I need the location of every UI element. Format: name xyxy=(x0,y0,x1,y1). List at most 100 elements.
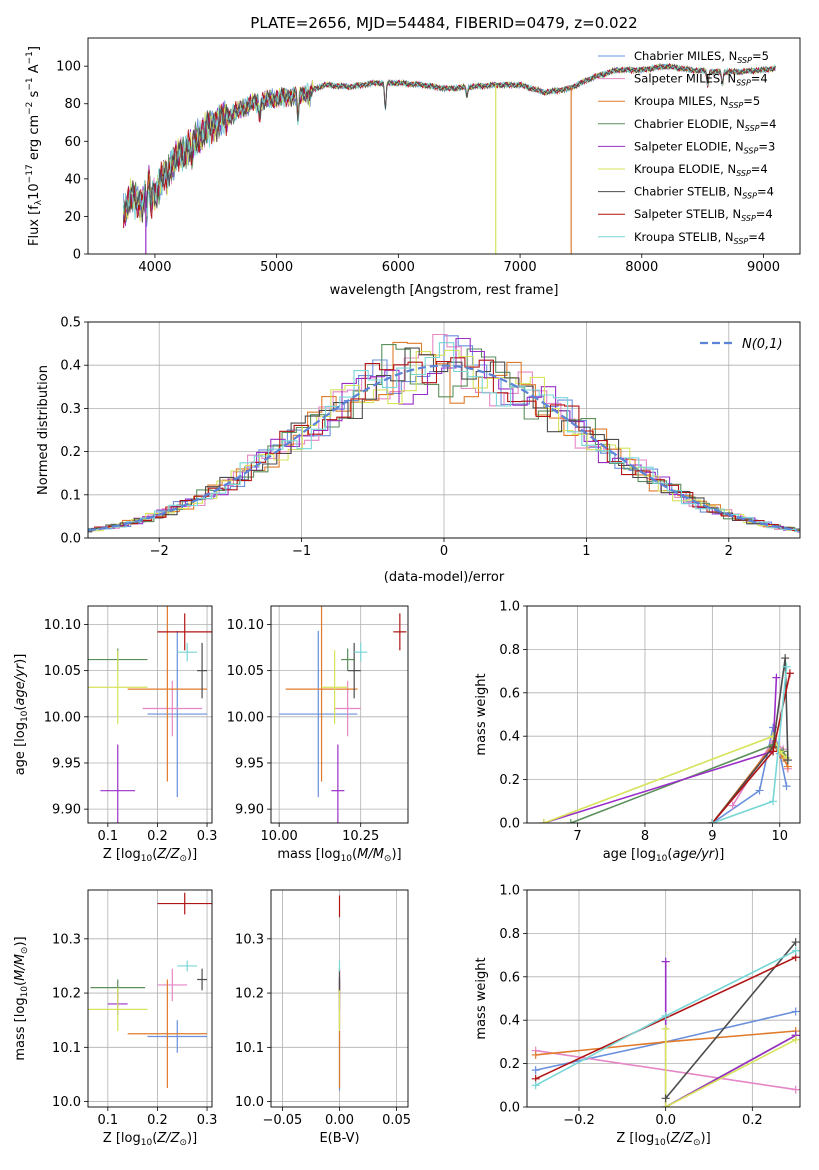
axes-frame xyxy=(270,889,409,1108)
plot-area-age_vs_Z xyxy=(88,606,212,823)
y-tick-label: 0.4 xyxy=(499,730,520,745)
y-tick-label: 40 xyxy=(64,172,81,187)
weight-marker xyxy=(661,1094,670,1103)
y-tick-label: 20 xyxy=(64,210,81,225)
y-tick-label: 0.0 xyxy=(499,1101,520,1116)
normal-reference-curve xyxy=(88,364,798,532)
x-tick-label: 9000 xyxy=(747,260,780,275)
weight-marker xyxy=(531,1066,540,1075)
legend-entry: Chabrier STELIB, NSSP=4 xyxy=(634,185,774,201)
y-axis-label: age [log10(age/yr)] xyxy=(13,654,30,776)
axes-mass_vs_Z: 0.1 0.2 0.3 10.0 10.1 10.2 10.3 Z [log10(Z/Z⊙)]… xyxy=(13,889,217,1148)
y-tick-label: 10.05 xyxy=(44,664,81,679)
y-tick-label: 9.90 xyxy=(235,803,264,818)
histogram-step xyxy=(88,342,800,532)
legend-entry: Kroupa ELODIE, NSSP=4 xyxy=(634,162,768,178)
legend-entry: Chabrier MILES, NSSP=5 xyxy=(634,49,769,65)
axes-weight_vs_Z: −0.2 0.0 0.2 0.0 0.2 0.4 0.6 0.8 1.0 Z [log10(Z/Z… xyxy=(474,884,801,1148)
legend-entry: Salpeter MILES, NSSP=4 xyxy=(634,72,768,88)
y-tick-label: 10.1 xyxy=(235,1041,264,1056)
x-tick-label: 9 xyxy=(708,829,716,844)
x-axis-label: mass [log10(M/M⊙)] xyxy=(277,847,401,864)
weight-series-line xyxy=(711,743,789,823)
axes-frame xyxy=(87,37,801,255)
x-tick-label: 2 xyxy=(725,544,733,559)
y-tick-label: 0.6 xyxy=(499,970,520,985)
y-tick-label: 10.1 xyxy=(52,1041,81,1056)
axes-frame xyxy=(87,321,801,539)
y-axis-label: Flux [fλ10−17 erg cm−2 s−1 A−1] xyxy=(25,46,44,246)
x-tick-label: 0.1 xyxy=(97,829,118,844)
chart-layer: 4000 5000 6000 7000 8000 9000020406080100wave… xyxy=(13,37,801,1148)
x-tick-label: 0.1 xyxy=(97,1113,118,1128)
y-tick-label: 80 xyxy=(64,97,81,112)
y-tick-label: 60 xyxy=(64,135,81,150)
y-tick-label: 10.00 xyxy=(44,710,81,725)
plot-area-mass_vs_Z xyxy=(88,892,212,1089)
y-axis-label: mass [log10(M/M⊙)] xyxy=(13,936,30,1060)
weight-series-line xyxy=(543,735,788,823)
y-tick-label: 9.95 xyxy=(52,756,81,771)
x-tick-label: −0.05 xyxy=(262,1113,302,1128)
x-tick-label: 0.00 xyxy=(325,1113,354,1128)
y-tick-label: 0.8 xyxy=(499,643,520,658)
axes-residuals: −2 −1 0 1 2 0.0 0.1 0.2 0.3 0.4 0.5 (data-model)/er… xyxy=(36,316,801,585)
y-axis-label: mass weight xyxy=(474,957,489,1039)
y-tick-label: 0.2 xyxy=(499,773,520,788)
x-tick-label: 0.2 xyxy=(147,1113,168,1128)
y-axis-label: mass weight xyxy=(474,673,489,755)
x-tick-label: 6000 xyxy=(382,260,415,275)
x-tick-label: 7000 xyxy=(504,260,537,275)
weight-marker xyxy=(755,786,764,795)
weight-marker xyxy=(772,673,781,682)
y-tick-label: 9.95 xyxy=(235,756,264,771)
x-tick-label: 8000 xyxy=(625,260,658,275)
weight-marker xyxy=(785,669,794,678)
x-tick-label: 8 xyxy=(641,829,649,844)
x-axis-label: Z [log10(Z/Z⊙)] xyxy=(616,1131,710,1148)
x-tick-label: 0.3 xyxy=(197,829,218,844)
y-tick-label: 100 xyxy=(56,60,81,75)
x-axis-label: Z [log10(Z/Z⊙)] xyxy=(103,847,197,864)
y-tick-label: 0.5 xyxy=(60,316,81,331)
x-axis-label: (data-model)/error xyxy=(384,570,505,585)
y-tick-label: 1.0 xyxy=(499,600,520,615)
figure-title: PLATE=2656, MJD=54484, FIBERID=0479, z=0… xyxy=(250,14,637,32)
weight-marker xyxy=(769,797,778,806)
legend-entry: Chabrier ELODIE, NSSP=4 xyxy=(634,117,776,133)
weight-marker xyxy=(708,819,717,823)
y-tick-label: 0.1 xyxy=(60,488,81,503)
weight-marker xyxy=(661,957,670,966)
plot-area-weight_vs_Z xyxy=(531,938,800,1107)
weight-marker xyxy=(775,747,784,756)
x-tick-label: −1 xyxy=(292,544,311,559)
axes-age_vs_Z: 0.1 0.2 0.3 9.90 9.95 10.00 10.05 10.10 Z [log10… xyxy=(13,605,218,864)
histogram-step xyxy=(88,347,800,533)
weight-marker xyxy=(769,747,778,756)
x-tick-label: 10 xyxy=(772,829,789,844)
y-tick-label: 0.0 xyxy=(499,817,520,832)
x-tick-label: 7 xyxy=(573,829,581,844)
y-tick-label: 10.0 xyxy=(235,1095,264,1110)
weight-marker xyxy=(782,662,791,671)
axes-frame xyxy=(526,605,801,824)
weight-marker xyxy=(728,801,737,810)
weight-marker xyxy=(661,1024,670,1033)
y-tick-label: 0.8 xyxy=(499,927,520,942)
weight-marker xyxy=(531,1081,540,1090)
x-tick-label: 0.2 xyxy=(147,829,168,844)
histogram-step xyxy=(88,333,800,532)
weight-marker xyxy=(791,938,800,947)
x-tick-label: 0.2 xyxy=(742,1113,763,1128)
weight-marker xyxy=(791,946,800,955)
x-axis-label: age [log10(age/yr)] xyxy=(603,847,725,864)
y-tick-label: 0.6 xyxy=(499,686,520,701)
legend-entry: Kroupa MILES, NSSP=5 xyxy=(634,94,760,110)
weight-series-line xyxy=(543,677,778,823)
y-tick-label: 0.4 xyxy=(60,359,81,374)
x-tick-label: −0.2 xyxy=(563,1113,595,1128)
plot-area-age_vs_mass xyxy=(279,606,407,823)
x-axis-label: wavelength [Angstrom, rest frame] xyxy=(330,283,559,298)
y-tick-label: 10.0 xyxy=(52,1095,81,1110)
